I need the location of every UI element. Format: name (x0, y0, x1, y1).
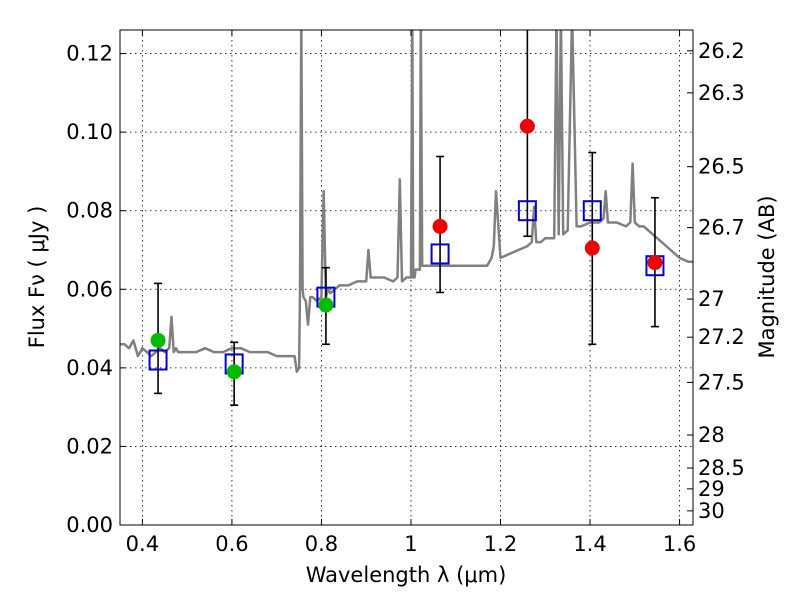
detection-circle-marker (150, 332, 166, 348)
detection-circle-marker (647, 255, 663, 271)
y-axis-label-left: Flux Fν ( μJy ) (25, 206, 49, 349)
plot-frame (119, 29, 694, 526)
magnitude-tick-label: 27.2 (698, 325, 745, 349)
plot-area (120, 30, 693, 374)
y-tick-label: 0.08 (66, 199, 113, 223)
y-tick-label: 0.02 (66, 434, 113, 458)
y-tick-label: 0.00 (66, 513, 113, 537)
x-tick-label: 1.6 (663, 532, 696, 556)
y-tick-label: 0.04 (66, 356, 113, 380)
magnitude-tick-label: 30 (698, 499, 725, 523)
magnitude-tick-label: 27.5 (698, 370, 745, 394)
detection-circle-marker (584, 240, 600, 256)
magnitude-tick-label: 28 (698, 423, 725, 447)
detection-circle-marker (318, 297, 334, 313)
markers (148, 118, 665, 380)
model-square-marker (430, 243, 450, 265)
model-square-marker (148, 349, 168, 371)
y-tick-label: 0.12 (66, 42, 113, 66)
x-tick-label: 1.2 (484, 532, 517, 556)
magnitude-tick-label: 28.5 (698, 456, 745, 480)
magnitude-tick-label: 26.7 (698, 216, 745, 240)
magnitude-tick-label: 27 (698, 287, 725, 311)
grid (120, 30, 693, 525)
magnitude-tick-label: 29 (698, 477, 725, 501)
magnitude-tick-label: 26.3 (698, 81, 745, 105)
y-tick-label: 0.10 (66, 120, 113, 144)
y-tick-label: 0.06 (66, 277, 113, 301)
detection-circle-marker (432, 218, 448, 234)
model-square-marker (582, 200, 602, 222)
x-tick-label: 0.4 (126, 532, 159, 556)
magnitude-tick-label: 26.5 (698, 155, 745, 179)
magnitude-tick-label: 26.2 (698, 39, 745, 63)
x-axis-label: Wavelength λ (μm) (306, 563, 507, 587)
model-square-marker (517, 200, 537, 222)
detection-circle-marker (519, 118, 535, 134)
detection-circle-marker (226, 364, 242, 380)
axes: 0.4 0.6 0.8 1 1.2 1.4 1.6 0.00 0.02 0.04 0.06 0.08 0… (66, 30, 745, 556)
x-tick-label: 1.4 (573, 532, 606, 556)
x-tick-label: 0.8 (305, 532, 338, 556)
sed-template-line (120, 30, 693, 374)
y-axis-label-right: Magnitude (AB) (755, 195, 779, 358)
x-tick-label: 1 (404, 532, 417, 556)
x-tick-label: 0.6 (215, 532, 248, 556)
